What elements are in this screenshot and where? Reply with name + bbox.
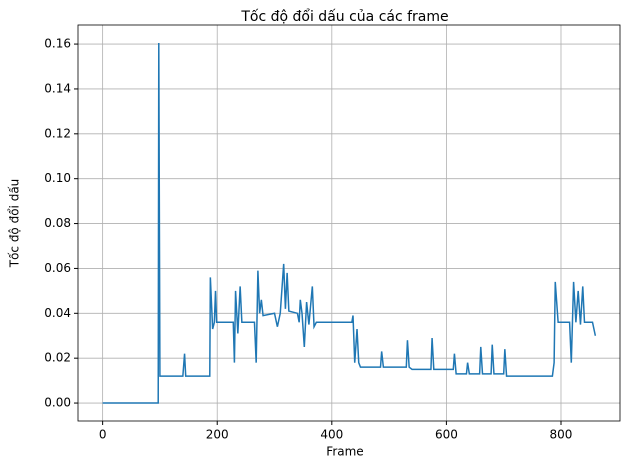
- y-tick-label: 0.14: [44, 81, 71, 95]
- x-tick-label: 600: [435, 428, 458, 442]
- y-tick-label: 0.10: [44, 171, 71, 185]
- data-line: [102, 42, 597, 404]
- y-tick-label: 0.00: [44, 396, 71, 410]
- y-tick-label: 0.06: [44, 261, 71, 275]
- y-tick-label: 0.12: [44, 126, 71, 140]
- x-tick-label: 800: [550, 428, 573, 442]
- plot-frame: [77, 24, 621, 422]
- x-tick-label: 400: [320, 428, 343, 442]
- x-tick-label: 200: [206, 428, 229, 442]
- y-axis-label: Tốc độ đổi dấu: [8, 179, 22, 269]
- y-tick-label: 0.08: [44, 216, 71, 230]
- x-tick-label: 0: [99, 428, 107, 442]
- y-tick-label: 0.02: [44, 351, 71, 365]
- chart-title: Tốc độ đổi dấu của các frame: [240, 8, 448, 25]
- y-tick-label: 0.04: [44, 306, 71, 320]
- x-axis-label: Frame: [326, 445, 363, 459]
- y-tick-label: 0.16: [44, 37, 71, 51]
